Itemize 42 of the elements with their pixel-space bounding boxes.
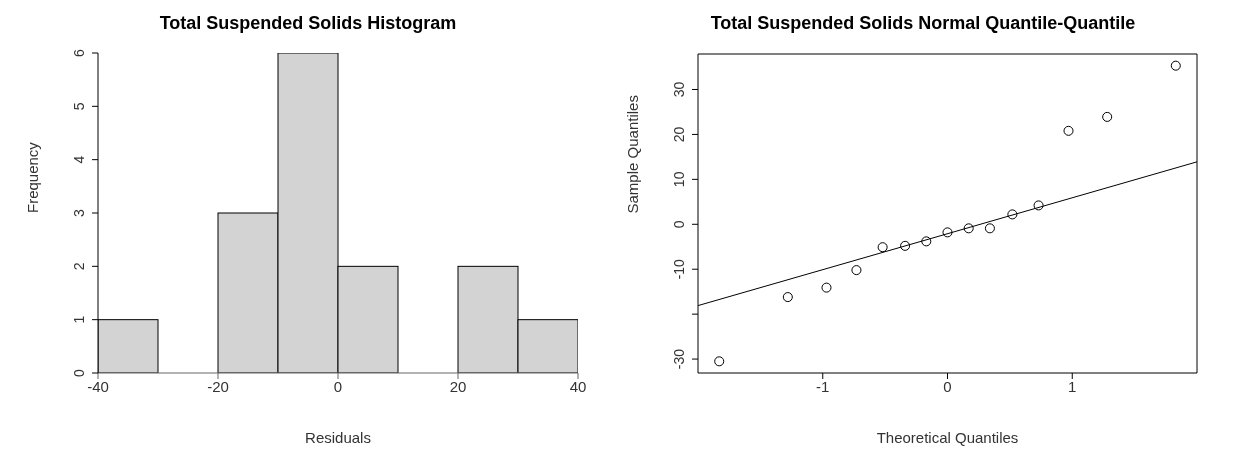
y-tick-label: 4 — [71, 155, 87, 164]
point — [963, 223, 974, 234]
x-tick-label: 40 — [569, 377, 587, 395]
point — [1102, 111, 1113, 122]
y-tick-label: 10 — [671, 171, 687, 188]
point — [984, 223, 995, 234]
x-axis-title: Theoretical Quantiles — [876, 429, 1019, 446]
point — [942, 227, 953, 238]
chart-title: Total Suspended Solids Histogram — [158, 12, 458, 35]
point — [1033, 200, 1044, 211]
x-tick-label: 0 — [943, 377, 952, 395]
point — [821, 282, 832, 293]
point — [782, 292, 793, 303]
x-axis-title: Residuals — [305, 429, 371, 446]
point — [851, 265, 862, 276]
y-tick-label: -10 — [671, 258, 687, 280]
y-axis-title: Frequency — [24, 141, 42, 213]
y-tick-label: 20 — [671, 126, 687, 143]
point — [921, 236, 932, 247]
x-tick-label: -1 — [816, 377, 830, 395]
y-tick-label: -30 — [671, 348, 687, 370]
point — [1007, 209, 1018, 220]
point — [1063, 125, 1074, 136]
point — [877, 242, 888, 253]
x-tick-label: 20 — [449, 377, 467, 395]
chart-title: Total Suspended Solids Normal Quantile-Quantile — [709, 12, 1137, 35]
point — [900, 240, 911, 251]
y-tick-label: 2 — [71, 262, 87, 271]
x-tick-label: -40 — [87, 377, 109, 395]
y-tick-label: 30 — [671, 81, 687, 98]
y-tick-label: 0 — [671, 220, 687, 229]
x-tick-label: 1 — [1068, 377, 1077, 395]
y-tick-label: 3 — [71, 208, 87, 217]
point — [714, 356, 725, 367]
x-tick-label: 0 — [333, 377, 343, 395]
point — [1170, 60, 1181, 71]
x-tick-label: -20 — [207, 377, 229, 395]
y-tick-label: 5 — [71, 102, 87, 111]
y-tick-label: 0 — [71, 368, 87, 377]
y-tick-label: 1 — [71, 315, 87, 324]
y-tick-label: 6 — [71, 48, 87, 57]
y-axis-title: Sample Quantiles — [624, 95, 642, 214]
